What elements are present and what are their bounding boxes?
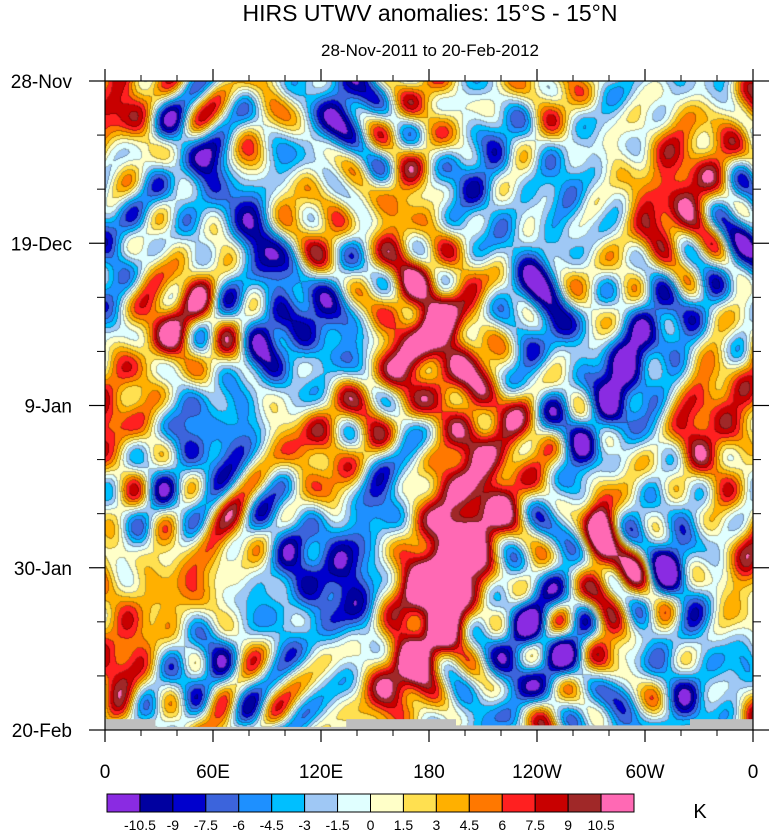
colorbar-swatch	[468, 793, 503, 813]
anomaly-field-image	[105, 81, 753, 730]
colorbar-level-label: -3	[298, 817, 311, 830]
x-tick-label: 120E	[299, 762, 343, 783]
y-axis: 28-Nov 19-Dec 9-Jan 30-Jan 20-Feb	[11, 72, 769, 742]
missing-data-band	[105, 719, 753, 730]
colorbar-level-label: 3	[432, 817, 440, 830]
colorbar-swatch	[238, 793, 273, 813]
x-tick-label: 0	[748, 762, 759, 783]
colorbar-swatch	[139, 793, 174, 813]
colorbar: -10.5 -9 -7.5 -6 -4.5 -3 -1.5 0 1.5 3 4.5 6 7.5 9 10.5…	[106, 793, 707, 830]
x-tick-label: 120W	[512, 762, 562, 783]
y-tick-label: 28-Nov	[11, 72, 73, 93]
colorbar-swatch	[370, 793, 404, 813]
colorbar-level-label: -4.5	[260, 817, 284, 830]
colorbar-swatch	[205, 793, 240, 813]
colorbar-swatch	[337, 793, 371, 813]
y-tick-label: 9-Jan	[24, 397, 72, 418]
colorbar-swatch	[172, 793, 207, 813]
colorbar-level-label: -9	[167, 817, 180, 830]
x-axis: 0 60E 120E 180 120W 60W 0	[100, 69, 759, 783]
colorbar-level-label: 0	[367, 817, 375, 830]
colorbar-level-label: -6	[233, 817, 246, 830]
x-tick-label: 0	[100, 762, 111, 783]
colorbar-swatch	[106, 793, 141, 813]
y-tick-label: 30-Jan	[14, 559, 72, 580]
x-tick-label: 60W	[625, 762, 664, 783]
missing-segment-4	[690, 719, 753, 730]
y-tick-label: 20-Feb	[12, 721, 72, 742]
chart-title: HIRS UTWV anomalies: 15°S - 15°N	[242, 0, 618, 26]
colorbar-swatch	[435, 793, 470, 813]
colorbar-swatch	[534, 793, 569, 813]
colorbar-level-label: 4.5	[460, 817, 480, 830]
colorbar-level-label: 10.5	[587, 817, 614, 830]
missing-segment-3	[456, 725, 690, 730]
colorbar-level-label: 1.5	[394, 817, 414, 830]
missing-segment-2	[346, 719, 456, 730]
y-tick-label: 19-Dec	[11, 234, 72, 255]
colorbar-swatch	[304, 793, 339, 813]
colorbar-swatch	[271, 793, 306, 813]
x-tick-label: 60E	[196, 762, 230, 783]
colorbar-swatch	[402, 793, 437, 813]
colorbar-swatch	[567, 793, 602, 813]
missing-segment-0	[105, 719, 156, 730]
colorbar-level-label: 6	[498, 817, 506, 830]
anomaly-field	[105, 81, 753, 730]
x-tick-label: 180	[413, 762, 445, 783]
missing-segment-1	[155, 726, 347, 730]
colorbar-level-label: 7.5	[525, 817, 545, 830]
colorbar-swatch	[501, 793, 536, 813]
colorbar-level-label: -7.5	[194, 817, 218, 830]
colorbar-unit: K	[693, 801, 707, 823]
colorbar-level-label: -10.5	[124, 817, 156, 830]
colorbar-level-label: 9	[564, 817, 572, 830]
colorbar-level-label: -1.5	[326, 817, 350, 830]
chart-subtitle: 28-Nov-2011 to 20-Feb-2012	[321, 41, 539, 60]
colorbar-swatch	[600, 793, 635, 813]
